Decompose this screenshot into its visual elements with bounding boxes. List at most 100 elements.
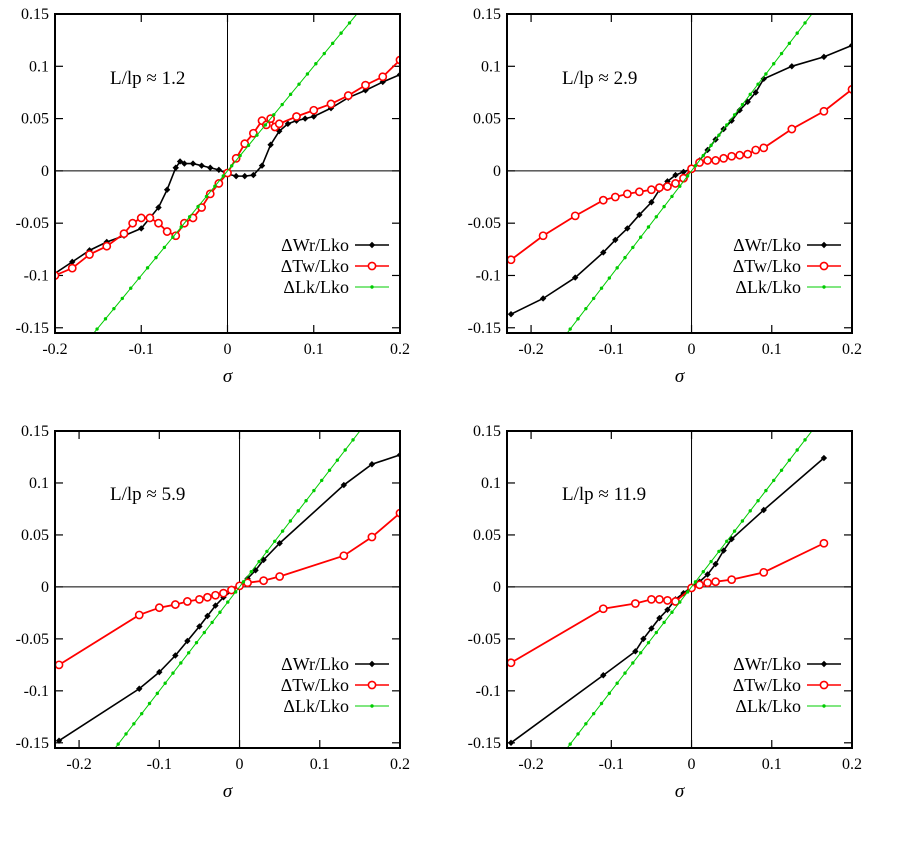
lk-point-20	[685, 174, 690, 178]
tw-point-8	[655, 183, 664, 193]
wr-point-0	[507, 310, 515, 318]
lk-point-23	[709, 559, 713, 564]
tw-series	[55, 55, 400, 280]
x-tick-label: 0.1	[762, 341, 782, 358]
y-tick-label: -0.15	[468, 735, 501, 752]
wr-point-2	[156, 668, 163, 676]
lk-point-29	[304, 499, 308, 503]
tw-point-17	[727, 151, 737, 161]
tw-point-16	[223, 168, 232, 178]
y-tick-label: -0.1	[24, 267, 49, 284]
wr-point-5	[196, 623, 203, 630]
panel-2: -0.15 -0.1 -0.05 0 0.05 0.1 0.15 -0.2 -0.1 0 0.1 0.…	[468, 6, 862, 387]
y-tick-label: 0.1	[481, 475, 501, 492]
tw-point-3	[102, 241, 112, 251]
lk-point-11	[615, 681, 619, 685]
tw-point-0	[507, 255, 516, 265]
tw-point-19	[743, 149, 753, 159]
lk-series	[566, 14, 814, 333]
tw-point-15	[214, 179, 224, 188]
tw-point-6	[136, 213, 146, 223]
y-tick-label: -0.05	[16, 631, 49, 648]
legend-label-tw: ΔTw/Lko	[281, 256, 349, 276]
lk-point-32	[779, 51, 784, 56]
wr-point-9	[172, 164, 179, 171]
wr-point-23	[820, 53, 828, 61]
x-tick-label: 0.2	[842, 341, 862, 358]
tw-point-legend	[367, 680, 377, 690]
tw-point-14	[703, 156, 712, 165]
x-tick-label: 0	[688, 756, 696, 773]
lk-point-5	[568, 742, 572, 746]
lk-point-12	[154, 255, 158, 260]
lk-point-21	[693, 164, 698, 168]
lk-point-30	[305, 72, 310, 76]
lk-point-33	[330, 41, 335, 46]
lk-point-28	[296, 509, 300, 513]
tw-point-4	[182, 597, 192, 606]
lk-point-31	[772, 62, 776, 66]
lk-point-13	[179, 661, 183, 665]
wr-point-2	[632, 648, 639, 655]
lk-point-27	[740, 102, 745, 107]
lk-point-15	[179, 225, 183, 229]
lk-point-22	[701, 153, 705, 158]
lk-point-26	[272, 113, 276, 117]
wr-point-8	[163, 186, 171, 193]
tw-point-12	[259, 576, 269, 586]
x-tick-label: 0	[224, 341, 232, 358]
wr-point-1	[136, 685, 143, 692]
lk-point-11	[163, 681, 167, 685]
tw-point-20	[751, 145, 761, 155]
tw-point-2	[570, 211, 580, 221]
lk-point-26	[732, 529, 737, 533]
x-tick-label: -0.2	[518, 756, 543, 773]
lk-point-30	[764, 72, 768, 76]
wr-point-11	[680, 168, 687, 176]
lk-point-8	[591, 711, 596, 716]
y-tick-label: -0.15	[16, 320, 49, 337]
tw-point-3	[598, 195, 608, 205]
lk-point-27	[740, 519, 745, 523]
x-tick-label: 0.2	[390, 756, 410, 773]
x-tick-label: 0.1	[310, 756, 330, 773]
legend-label-tw: ΔTw/Lko	[733, 675, 801, 695]
lk-point-12	[171, 671, 175, 675]
lk-point-21	[693, 580, 698, 584]
tw-point-13	[695, 158, 704, 167]
lk-point-13	[631, 245, 635, 250]
lk-point-10	[155, 691, 160, 696]
wr-point-0	[55, 737, 63, 744]
panel-annotation: L/lp ≈ 5.9	[110, 484, 185, 505]
wr-point-11	[181, 160, 188, 167]
lk-point-27	[288, 519, 293, 523]
wr-point-1	[600, 672, 607, 679]
tw-point-14	[205, 189, 215, 199]
lk-point-21	[230, 164, 234, 168]
wr-point-18	[736, 107, 743, 114]
lk-point-23	[246, 143, 251, 148]
legend-label-wr: ΔWr/Lko	[281, 654, 349, 674]
lk-point-25	[725, 539, 729, 543]
wr-point-18	[241, 172, 248, 180]
x-tick-label: -0.1	[129, 341, 154, 358]
tw-series	[55, 508, 400, 670]
lk-point-10	[137, 276, 141, 280]
tw-point-1	[134, 610, 144, 620]
tw-point-5	[622, 189, 632, 199]
tw-point-25	[292, 112, 301, 121]
wr-point-legend	[368, 241, 376, 249]
tw-point-legend	[819, 261, 829, 271]
lk-point-6	[576, 732, 580, 736]
wr-point-13	[198, 162, 205, 169]
lk-point-18	[218, 610, 222, 614]
lk-point-7	[112, 306, 116, 311]
lk-point-legend	[370, 704, 374, 708]
tw-point-13	[819, 538, 829, 548]
x-tick-label: 0.2	[390, 341, 410, 358]
wr-point-7	[648, 199, 655, 206]
lk-point-24	[717, 549, 721, 554]
tw-point-13	[275, 572, 285, 581]
